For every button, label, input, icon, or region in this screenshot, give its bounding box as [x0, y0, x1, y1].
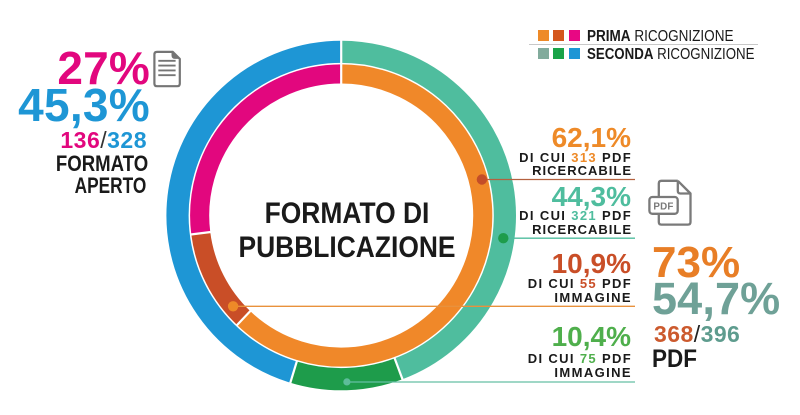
- svg-text:PDF: PDF: [653, 201, 673, 212]
